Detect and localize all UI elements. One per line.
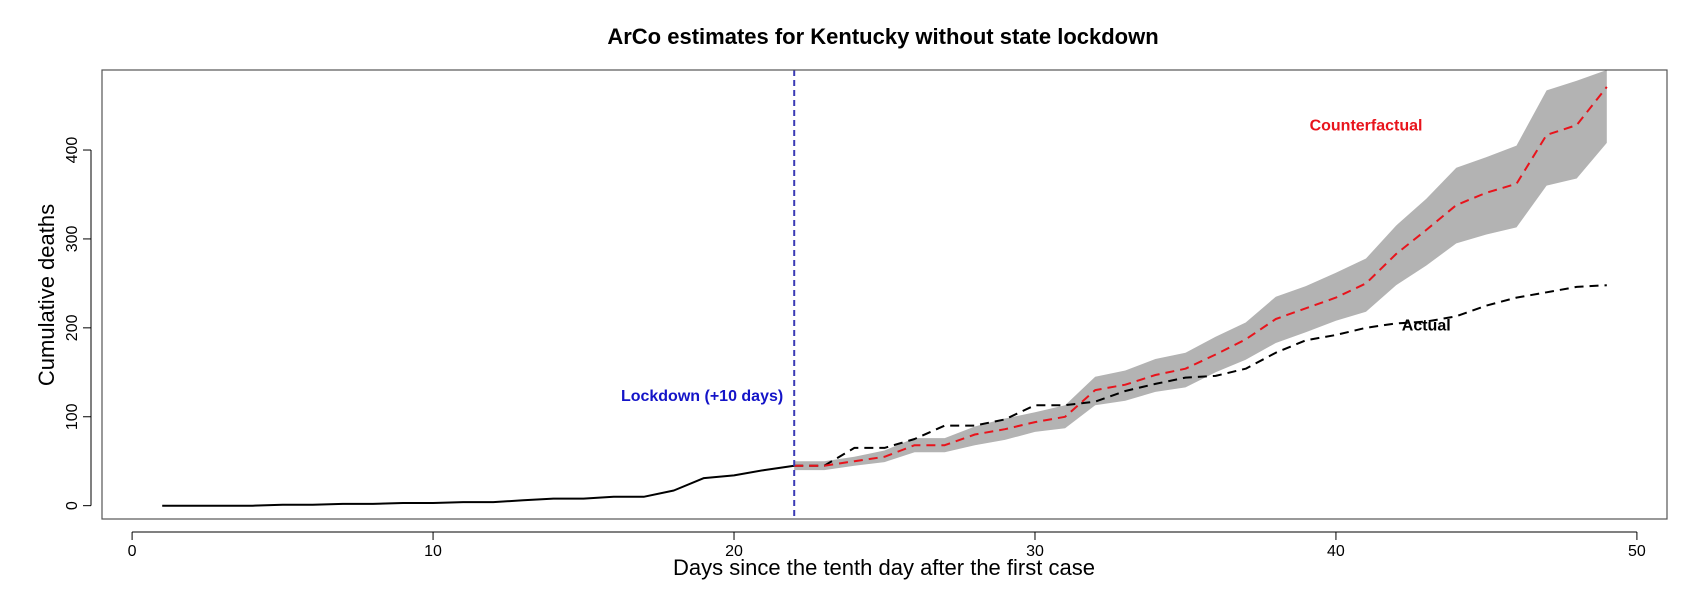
plot-frame <box>101 69 1668 520</box>
y-tick-label: 200 <box>64 314 81 341</box>
x-tick-label: 40 <box>1327 543 1345 560</box>
y-tick-label: 400 <box>64 137 81 164</box>
x-axis-label: Days since the tenth day after the first… <box>673 555 1095 580</box>
confidence-band <box>794 70 1607 471</box>
x-tick-label: 0 <box>128 543 137 560</box>
actual-label: Actual <box>1402 318 1451 335</box>
x-tick-label: 10 <box>424 543 442 560</box>
x-tick-label: 20 <box>725 543 743 560</box>
x-tick-label: 50 <box>1628 543 1646 560</box>
y-tick-label: 100 <box>64 403 81 430</box>
lockdown-label: Lockdown (+10 days) <box>621 388 783 405</box>
actual-line <box>794 284 1607 467</box>
y-axis-label: Cumulative deaths <box>34 204 59 386</box>
counterfactual-line <box>794 86 1608 467</box>
plot-area: Lockdown (+10 days) Counterfactual Actual <box>162 70 1608 519</box>
y-tick-label: 0 <box>64 501 81 510</box>
actual-pre-lockdown-line <box>162 464 795 507</box>
x-tick-label: 30 <box>1026 543 1044 560</box>
axes: 0 10 20 30 40 50 0 100 200 300 400 <box>64 137 1646 560</box>
y-tick-label: 300 <box>64 225 81 252</box>
counterfactual-label: Counterfactual <box>1310 117 1423 134</box>
chart-title: ArCo estimates for Kentucky without stat… <box>607 24 1158 49</box>
